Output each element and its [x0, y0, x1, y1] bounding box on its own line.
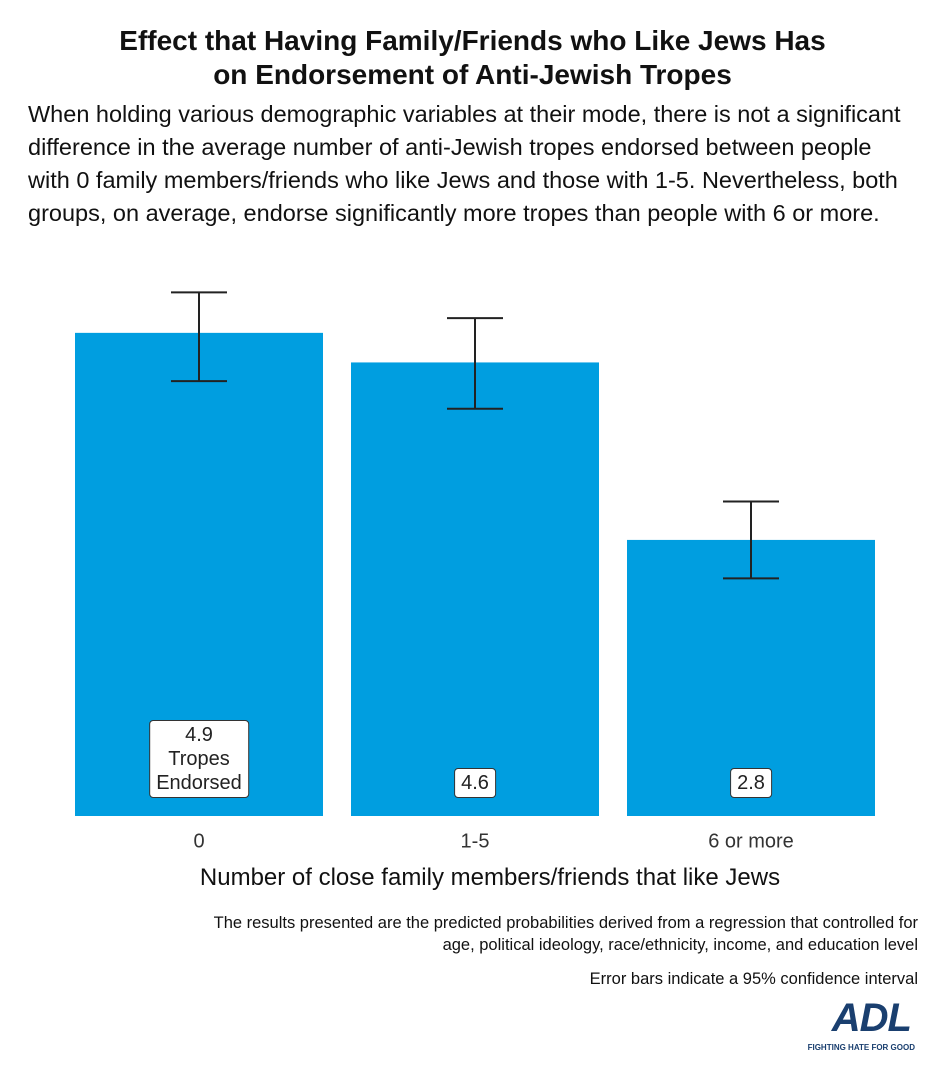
value-label: 2.8 — [730, 768, 772, 798]
footnote: Error bars indicate a 95% confidence int… — [589, 970, 918, 988]
logo: ADL — [831, 996, 912, 1040]
value-label: 4.6 — [454, 768, 496, 798]
x-tick-label: 0 — [193, 830, 204, 852]
footnote: The results presented are the predicted … — [213, 914, 918, 954]
chart-subtitle: When holding various demographic variabl… — [28, 101, 901, 226]
x-axis-label: Number of close family members/friends t… — [199, 864, 781, 891]
logo-tagline: FIGHTING HATE FOR GOOD — [807, 1043, 915, 1052]
bar — [351, 362, 599, 816]
chart-title: Effect that Having Family/Friends who Li… — [119, 25, 826, 90]
x-tick-label: 1-5 — [461, 830, 490, 852]
value-label: 4.9 Tropes Endorsed — [149, 720, 249, 798]
x-tick-label: 6 or more — [708, 830, 794, 852]
